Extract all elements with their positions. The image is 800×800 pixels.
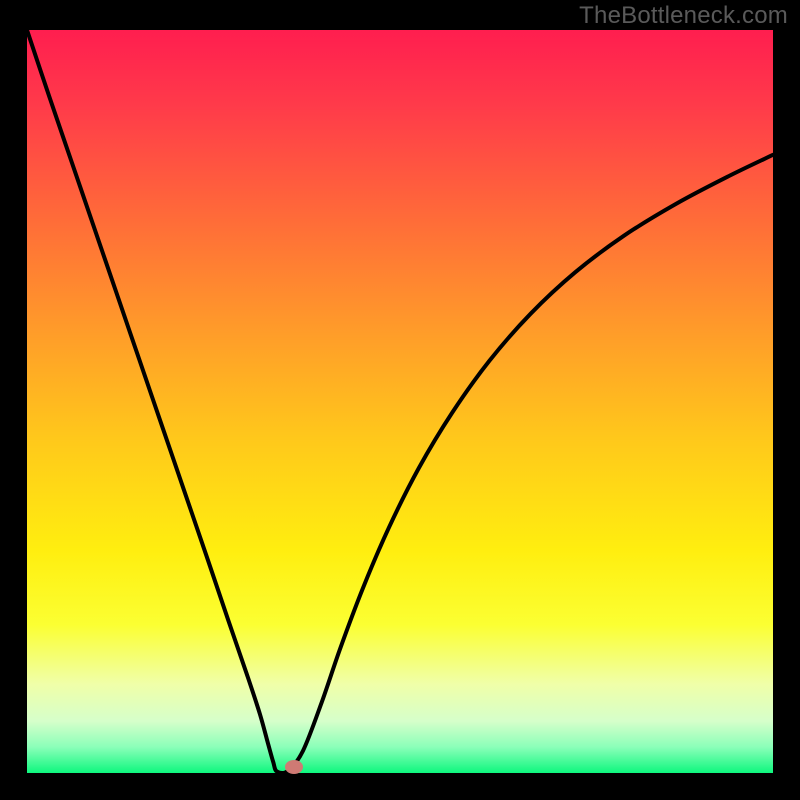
chart-frame: TheBottleneck.com <box>0 0 800 800</box>
curve-layer <box>27 30 773 773</box>
watermark-text: TheBottleneck.com <box>579 2 788 30</box>
bottleneck-curve <box>27 30 773 773</box>
plot-area <box>27 30 773 773</box>
min-point-marker <box>285 760 303 774</box>
